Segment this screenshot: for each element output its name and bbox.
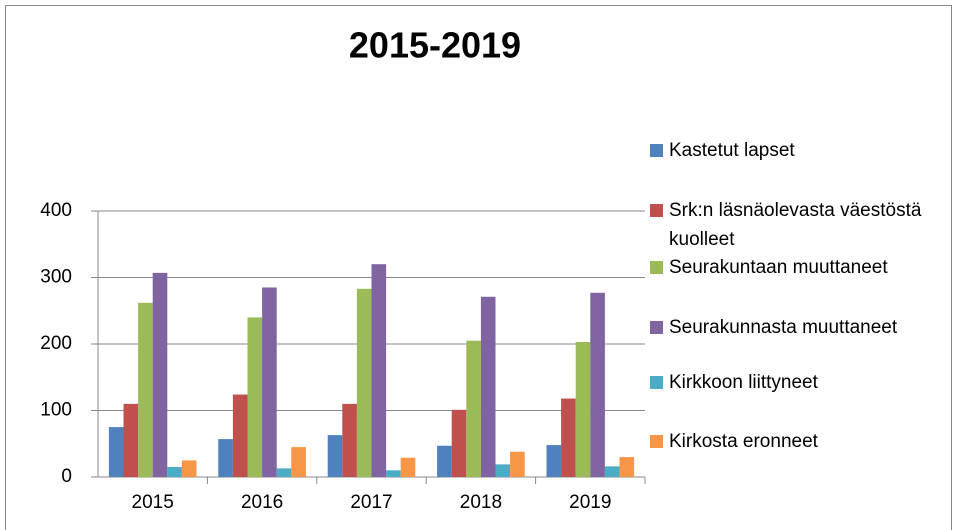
bar	[466, 340, 481, 477]
bar	[108, 427, 124, 477]
bar	[356, 288, 372, 477]
bar	[152, 272, 168, 477]
legend-item: Seurakunnasta muuttaneet	[650, 313, 956, 342]
chart-border	[5, 5, 952, 530]
bar	[232, 394, 248, 477]
legend-item: Srk:n läsnäolevasta väestöstä kuolleet	[650, 196, 956, 254]
bar	[400, 457, 416, 477]
legend-label: Seurakunnasta muuttaneet	[669, 317, 898, 338]
bar	[291, 447, 306, 477]
bar	[247, 317, 263, 477]
legend-item: Kirkosta eronneet	[650, 427, 956, 456]
bar	[495, 464, 511, 477]
y-tick-label: 400	[40, 200, 72, 221]
bar	[451, 409, 467, 477]
x-tick-label: 2018	[460, 492, 502, 513]
y-tick-label: 200	[40, 333, 72, 354]
bar	[342, 403, 357, 477]
bar	[386, 470, 401, 477]
bar	[575, 342, 591, 477]
y-tick-label: 0	[61, 466, 72, 487]
y-tick-label: 300	[40, 267, 72, 288]
bar	[619, 457, 635, 477]
legend-swatch	[650, 321, 663, 334]
bar	[167, 467, 182, 477]
bar	[590, 292, 605, 477]
x-tick-label: 2019	[569, 492, 611, 513]
bar	[218, 439, 233, 477]
chart-title: 2015-2019	[349, 25, 521, 66]
y-tick-label: 100	[40, 400, 72, 421]
x-tick-label: 2015	[132, 492, 174, 513]
legend-swatch	[650, 204, 663, 217]
bar	[327, 435, 343, 477]
bar	[276, 468, 292, 477]
bar	[437, 445, 452, 477]
legend-label: Srk:n läsnäolevasta väestöstä kuolleet	[669, 200, 922, 250]
bar	[546, 445, 562, 477]
legend-swatch	[650, 261, 663, 274]
bar	[138, 302, 153, 477]
legend-item: Kirkkoon liittyneet	[650, 368, 956, 397]
bar	[262, 287, 277, 477]
legend-swatch	[650, 144, 663, 157]
legend-label: Seurakuntaan muuttaneet	[669, 257, 888, 278]
x-tick-label: 2016	[241, 492, 283, 513]
bar	[181, 460, 197, 477]
legend-label: Kirkkoon liittyneet	[669, 372, 818, 393]
bar	[480, 296, 496, 477]
bar	[604, 466, 620, 477]
bar	[123, 403, 139, 477]
legend-swatch	[650, 435, 663, 448]
legend-label: Kirkosta eronneet	[669, 431, 818, 452]
x-tick-label: 2017	[350, 492, 392, 513]
legend-swatch	[650, 376, 663, 389]
legend-item: Kastetut lapset	[650, 136, 956, 165]
bar	[561, 398, 576, 477]
legend-label: Kastetut lapset	[669, 140, 795, 161]
bar	[371, 264, 387, 477]
bar	[510, 451, 525, 477]
legend-item: Seurakuntaan muuttaneet	[650, 253, 956, 282]
